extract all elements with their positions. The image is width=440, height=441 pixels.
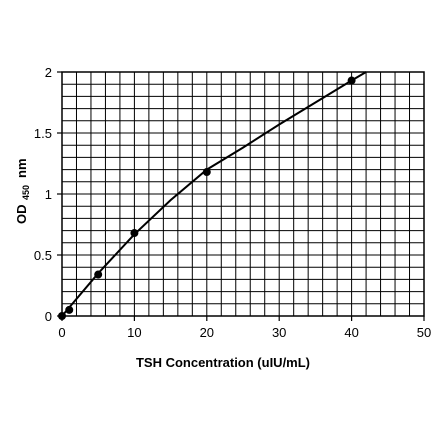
- y-tick-label: 1: [45, 187, 52, 202]
- data-point: [94, 270, 103, 279]
- data-point: [58, 312, 66, 320]
- data-points: [58, 76, 356, 320]
- y-axis-title-wavelength: 450: [21, 185, 31, 200]
- grid-layer: [62, 72, 424, 316]
- y-tick-label: 0: [45, 309, 52, 324]
- data-point: [202, 168, 211, 177]
- x-tick-label: 0: [58, 325, 65, 340]
- data-point: [130, 229, 139, 238]
- x-tick-label: 10: [127, 325, 141, 340]
- x-tick-label: 50: [417, 325, 431, 340]
- y-axis-title: OD 450 nm: [14, 159, 31, 225]
- y-tick-label: 1.5: [34, 126, 52, 141]
- data-point: [65, 305, 74, 314]
- y-tick-label: 2: [45, 65, 52, 80]
- data-point: [347, 76, 356, 85]
- y-tick-label: 0.5: [34, 248, 52, 263]
- x-tick-label: 20: [200, 325, 214, 340]
- y-axis-title-unit: nm: [14, 159, 29, 179]
- y-axis-title-od: OD: [14, 205, 29, 225]
- x-axis-title: TSH Concentration (uIU/mL): [136, 355, 310, 370]
- x-axis-ticks: 0 10 20 30 40 50: [58, 316, 431, 340]
- x-tick-label: 40: [344, 325, 358, 340]
- x-tick-label: 30: [272, 325, 286, 340]
- y-axis-ticks: 0 0.5 1 1.5 2: [34, 65, 62, 324]
